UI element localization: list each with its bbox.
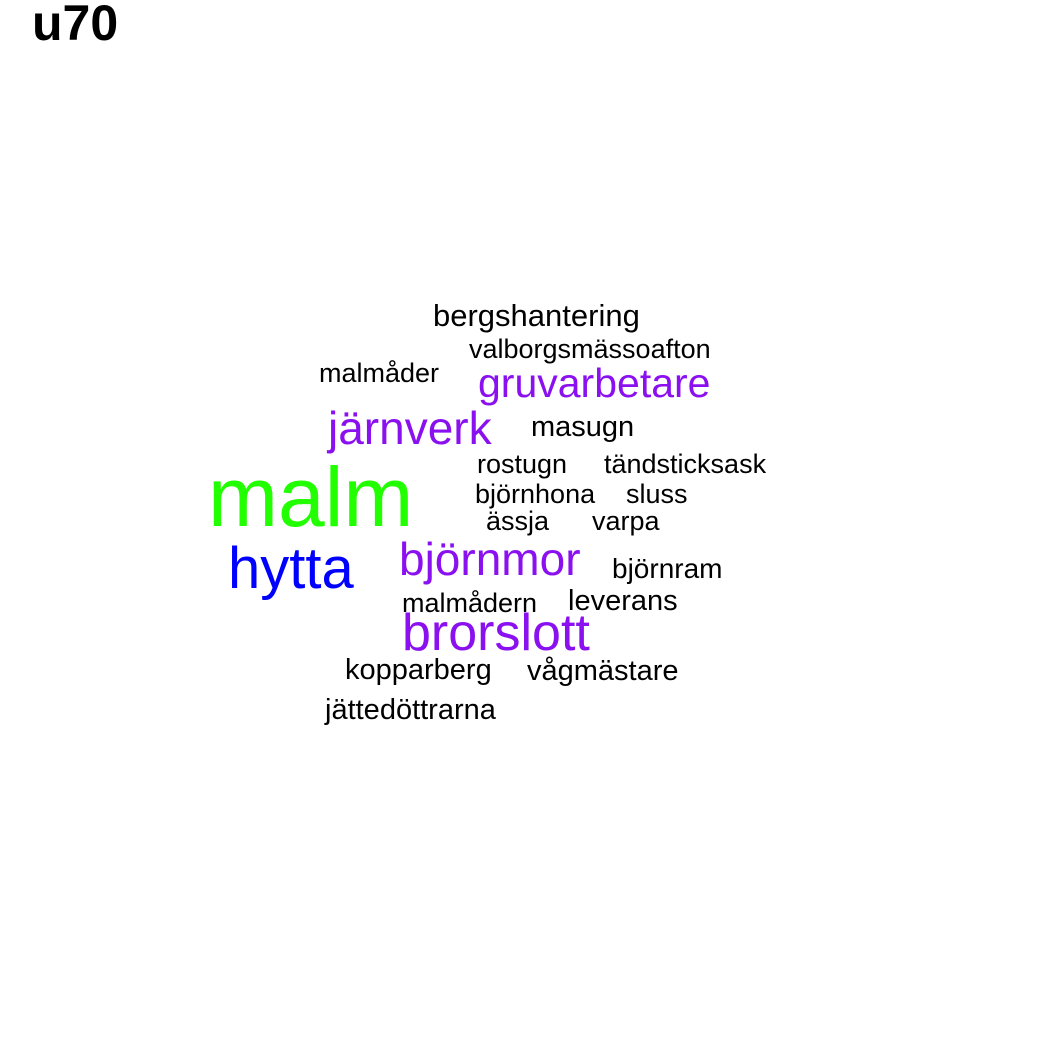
word-valborgsmassoafton: valborgsmässoafton	[469, 334, 711, 364]
word-vagmastare: vågmästare	[527, 655, 679, 687]
word-malm: malm	[208, 450, 414, 544]
word-kopparberg: kopparberg	[345, 654, 492, 686]
word-jarnverk: järnverk	[328, 402, 492, 454]
word-assja: ässja	[486, 506, 550, 536]
word-leverans: leverans	[568, 585, 678, 617]
word-malmader: malmåder	[319, 358, 440, 388]
word-gruvarbetare: gruvarbetare	[478, 360, 711, 406]
word-sluss: sluss	[626, 479, 688, 509]
word-bjornram: björnram	[612, 553, 723, 584]
word-tandsticksask: tändsticksask	[604, 449, 767, 479]
word-bjornmor: björnmor	[399, 533, 581, 585]
word-bjornhona: björnhona	[475, 479, 596, 509]
word-jattedottrarna: jättedöttrarna	[325, 694, 496, 726]
word-brorslott: brorslott	[402, 604, 590, 662]
word-rostugn: rostugn	[477, 449, 568, 479]
word-hytta: hytta	[228, 536, 354, 601]
word-masugn: masugn	[531, 411, 635, 443]
word-varpa: varpa	[592, 506, 660, 536]
word-bergshantering: bergshantering	[433, 298, 640, 333]
chart-title: u70	[32, 0, 119, 51]
word-malmadern: malmådern	[402, 588, 538, 618]
